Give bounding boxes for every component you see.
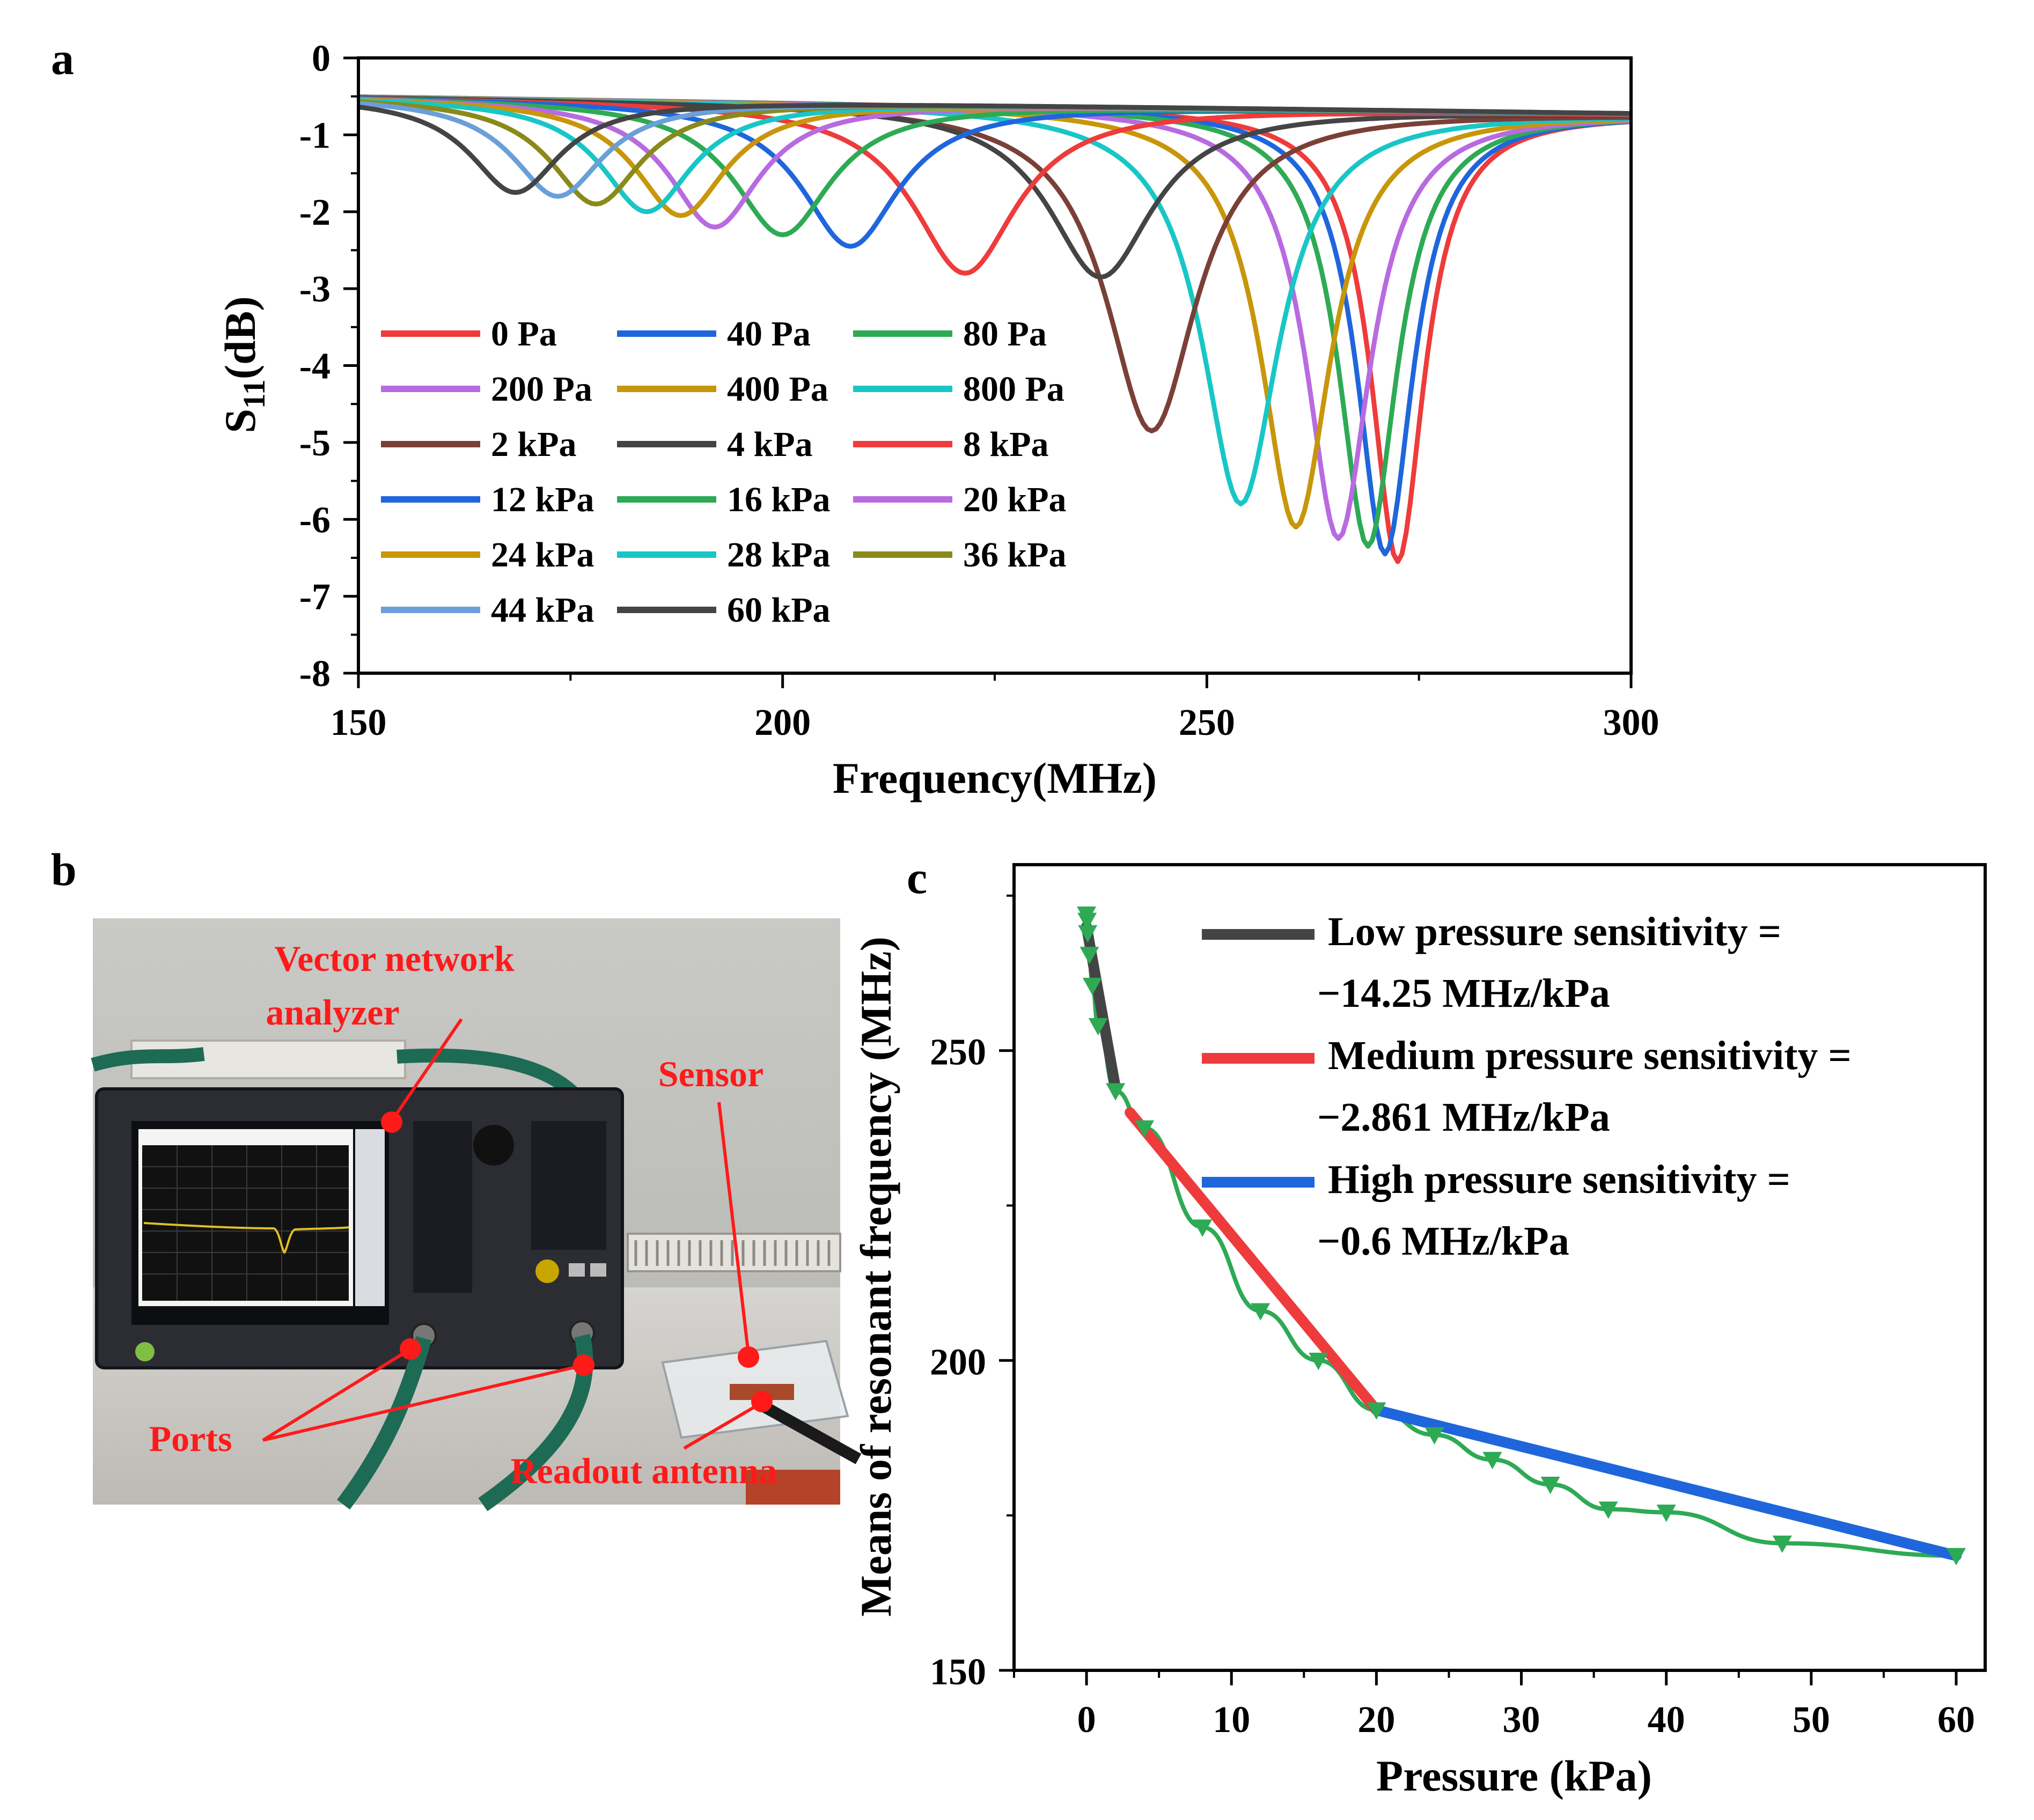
panel-c-ylabel: Means of resonant frequency (MHz) (851, 937, 900, 1617)
legend-a-label: 44 kPa (491, 591, 594, 630)
c-xtick-label: 0 (1077, 1699, 1096, 1741)
legend-a-label: 0 Pa (491, 314, 557, 353)
callout-sensor: Sensor (658, 1053, 763, 1094)
c-marker (1088, 1018, 1108, 1036)
a-xtick-label: 150 (331, 702, 387, 743)
legend-a-label: 8 kPa (963, 425, 1049, 464)
panel-c-xlabel: Pressure (kPa) (1376, 1751, 1652, 1800)
c-marker (1082, 977, 1102, 996)
legend-c-label-line1: High pressure sensitivity = (1328, 1157, 1790, 1202)
legend-a-label: 2 kPa (491, 425, 577, 464)
series-a-16 (358, 102, 1631, 195)
legend-c-label-line1: Low pressure sensitivity = (1328, 909, 1781, 954)
legend-c-label-line2: −0.6 MHz/kPa (1317, 1219, 1569, 1264)
c-marker (1482, 1451, 1502, 1470)
c-marker (1946, 1548, 1966, 1566)
callout-ports: Ports (149, 1418, 232, 1459)
a-ytick-label: -5 (299, 423, 331, 464)
legend-a-label: 12 kPa (491, 480, 594, 519)
a-xtick-label: 300 (1603, 702, 1659, 743)
c-fit-line-2 (1371, 1404, 1962, 1561)
panel-c-legend: Low pressure sensitivity = −14.25 MHz/kPa… (1202, 909, 1852, 1264)
a-ytick-label: -8 (299, 653, 331, 695)
callout-vna-line2: analyzer (266, 992, 399, 1033)
a-ytick-label: -4 (299, 346, 331, 387)
panel-a-ylabel: S11(dB) (216, 296, 271, 433)
panel-a-legend: 0 Pa 40 Pa 80 Pa 200 Pa 400 Pa 800 Pa 2 kPa 4 k… (381, 314, 1067, 630)
photo-vna-instrument (95, 1087, 624, 1369)
photo-callouts: Vector network analyzer Sensor Ports Rea… (149, 938, 777, 1491)
legend-a-label: 24 kPa (491, 535, 594, 574)
c-marker (1772, 1535, 1792, 1553)
a-xtick-label: 250 (1179, 702, 1235, 743)
c-marker (1251, 1303, 1271, 1321)
c-marker (1540, 1476, 1560, 1494)
legend-a-label: 40 Pa (727, 314, 811, 353)
legend-c-label-line1: Medium pressure sensitivity = (1328, 1033, 1852, 1078)
legend-a-label: 28 kPa (727, 535, 831, 574)
c-marker (1077, 912, 1097, 930)
a-xtick-label: 200 (754, 702, 811, 743)
legend-c-label-line2: −14.25 MHz/kPa (1317, 971, 1610, 1016)
a-ytick-label: -1 (299, 115, 331, 156)
c-xtick-label: 50 (1793, 1699, 1830, 1741)
c-ytick-label: 250 (930, 1032, 986, 1073)
c-marker (1080, 947, 1099, 964)
c-marker (1106, 1083, 1126, 1101)
panel-c-ticks: 150 200 250 0 10 20 30 40 50 60 (930, 894, 1975, 1741)
a-ytick-label: -6 (299, 499, 331, 541)
a-ytick-label: -2 (299, 192, 331, 233)
panel-a-curves (358, 94, 1631, 564)
photo-sensor-stand (661, 1339, 862, 1505)
panel-c-letter: c (907, 852, 927, 903)
c-fit-line-1 (1125, 1107, 1382, 1416)
c-ytick-label: 200 (930, 1342, 986, 1383)
a-ytick-label: 0 (312, 38, 331, 79)
legend-a-label: 200 Pa (491, 370, 592, 409)
callout-vna-line1: Vector network (274, 938, 515, 979)
legend-a-label: 4 kPa (727, 425, 813, 464)
a-ytick-label: -3 (299, 269, 331, 310)
panel-c-chart: 150 200 250 0 10 20 30 40 50 60 Low pressure sens… (851, 863, 1987, 1800)
legend-a-label: 36 kPa (963, 535, 1067, 574)
panel-c-plot (1077, 907, 1966, 1566)
c-marker (1424, 1427, 1444, 1445)
c-marker (1367, 1402, 1386, 1420)
c-marker (1193, 1219, 1213, 1237)
c-xtick-label: 30 (1503, 1699, 1540, 1741)
panel-a-letter: a (51, 33, 74, 84)
c-marker (1135, 1120, 1155, 1138)
panel-b-letter: b (51, 844, 77, 895)
c-xtick-label: 60 (1937, 1699, 1975, 1741)
panel-c-frame (1012, 863, 1987, 1672)
legend-a-label: 16 kPa (727, 480, 831, 519)
a-ytick-label: -7 (299, 577, 331, 618)
c-marker (1078, 925, 1098, 943)
legend-a-label: 80 Pa (963, 314, 1047, 353)
c-xtick-label: 20 (1357, 1699, 1395, 1741)
legend-c-label-line2: −2.861 MHz/kPa (1317, 1095, 1610, 1140)
legend-a-label: 400 Pa (727, 370, 828, 409)
panel-b-photo: Vector network analyzer Sensor Ports Rea… (91, 918, 862, 1512)
callout-readout-antenna: Readout antenna (511, 1450, 777, 1491)
c-xtick-label: 10 (1213, 1699, 1250, 1741)
legend-a-label: 20 kPa (963, 480, 1067, 519)
c-marker (1656, 1504, 1676, 1522)
legend-a-label: 800 Pa (963, 370, 1064, 409)
c-xtick-label: 40 (1648, 1699, 1685, 1741)
panel-a-xlabel: Frequency(MHz) (833, 754, 1157, 802)
c-marker (1309, 1352, 1328, 1370)
c-marker (1598, 1501, 1618, 1519)
legend-a-label: 60 kPa (727, 591, 831, 630)
c-ytick-label: 150 (930, 1652, 986, 1693)
